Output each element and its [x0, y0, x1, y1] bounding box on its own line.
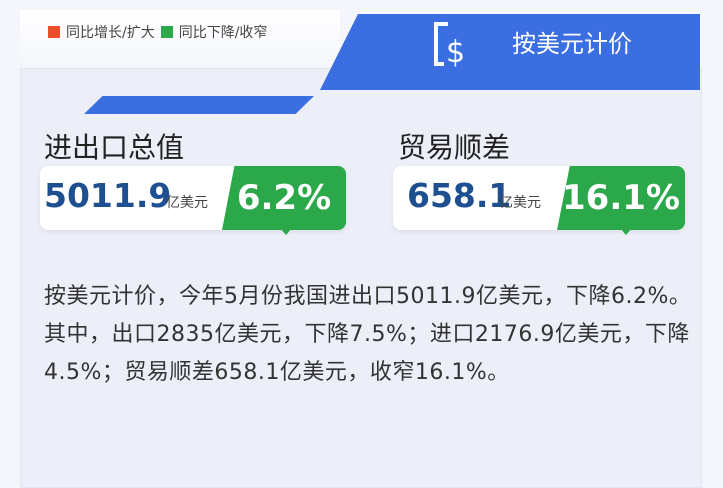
legend-up-label: 同比增长/扩大 — [66, 25, 155, 41]
dollar-icon: $ — [434, 22, 465, 68]
legend-down-label: 同比下降/收窄 — [178, 25, 268, 41]
surplus-pointer — [620, 228, 632, 235]
surplus-card: 658.1 亿美元 16.1% — [393, 166, 685, 230]
banner-title: 按美元计价 — [512, 30, 632, 58]
total-value: 5011.9 — [44, 176, 172, 215]
legend-down-swatch — [160, 26, 173, 38]
total-unit: 亿美元 — [166, 195, 208, 211]
legend: 同比增长/扩大 同比下降/收窄 — [48, 22, 267, 42]
surplus-change: 16.1% — [557, 166, 685, 230]
header-banner — [320, 14, 700, 90]
legend-box — [20, 10, 340, 68]
surplus-value: 658.1 — [407, 176, 512, 215]
total-pointer — [280, 228, 292, 235]
decorative-stripe — [84, 96, 314, 114]
svg-text:$: $ — [446, 35, 465, 68]
total-label: 进出口总值 — [44, 131, 185, 164]
surplus-unit: 亿美元 — [499, 195, 541, 211]
content-panel — [20, 68, 702, 488]
surplus-label: 贸易顺差 — [398, 131, 511, 164]
total-change: 6.2% — [222, 166, 346, 230]
summary-paragraph: 按美元计价，今年5月份我国进出口5011.9亿美元，下降6.2%。其中，出口28… — [44, 284, 692, 385]
total-card: 5011.9 亿美元 6.2% — [40, 166, 346, 230]
legend-up-swatch — [48, 26, 60, 38]
